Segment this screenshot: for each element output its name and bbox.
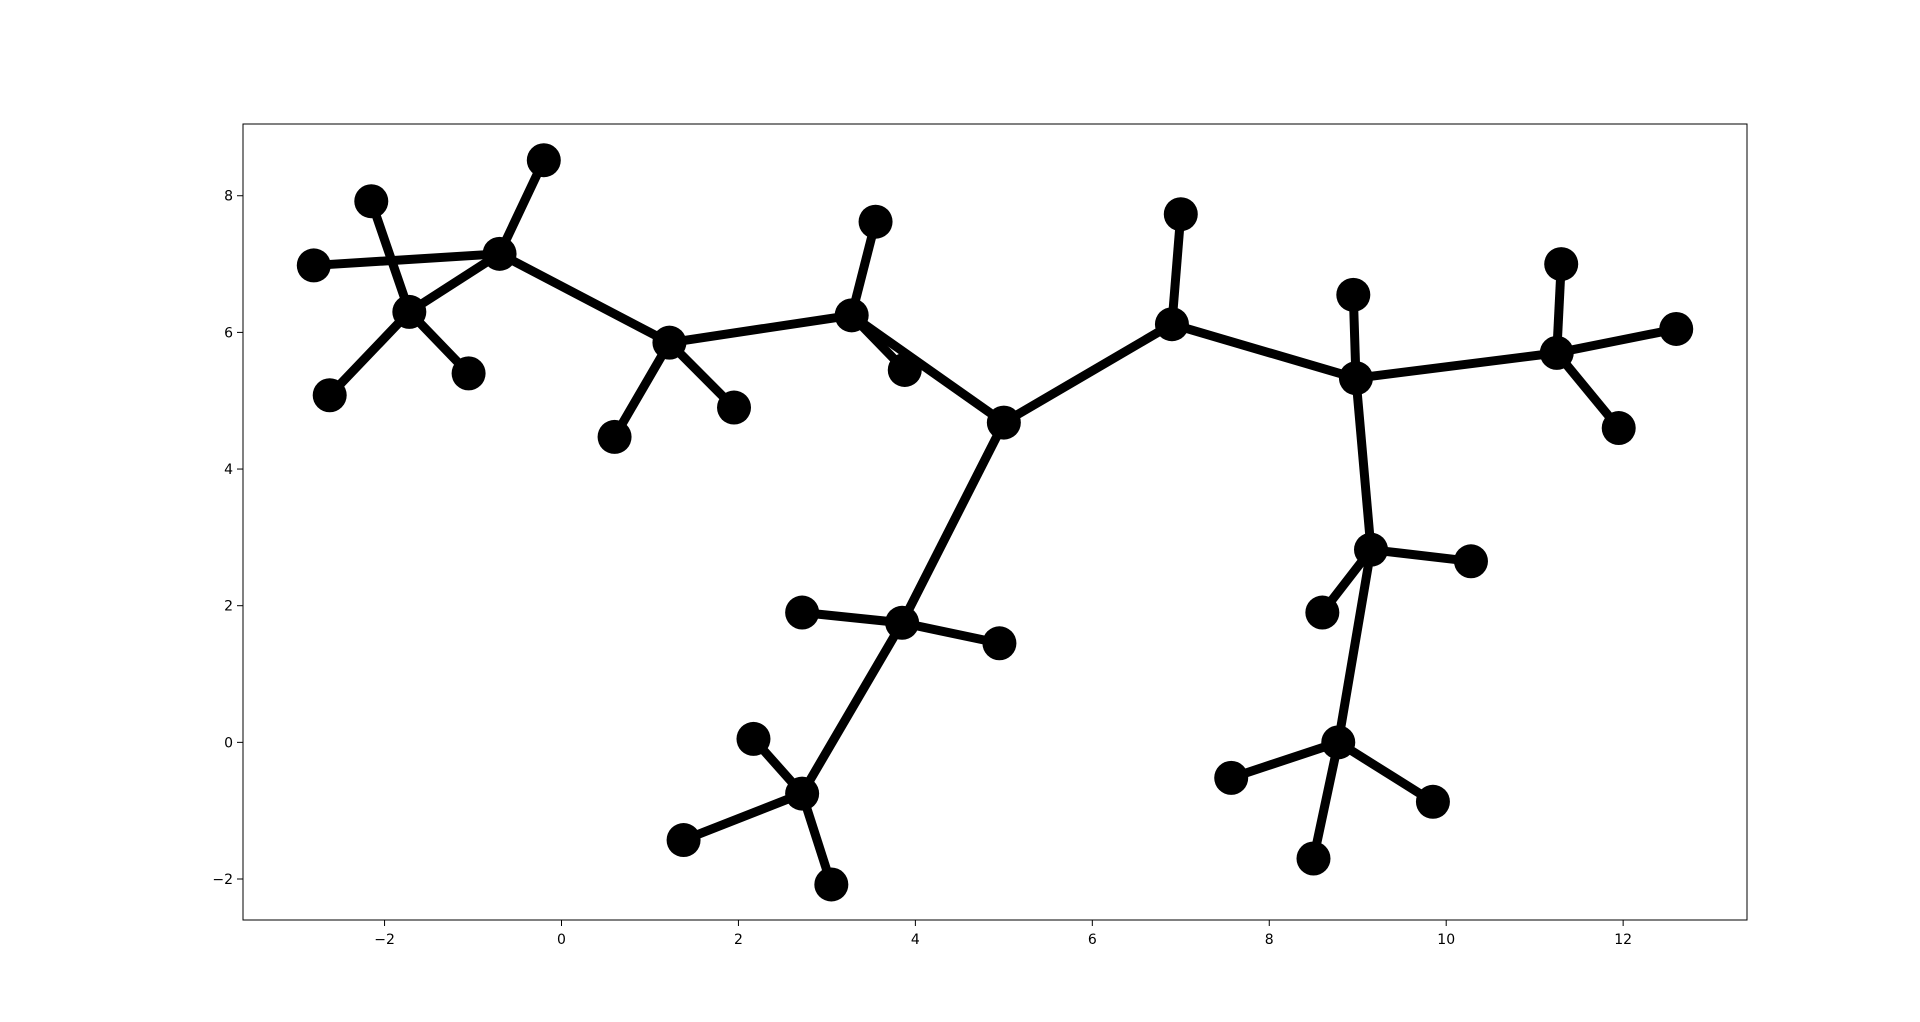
x-tick-label: −2	[374, 932, 395, 948]
graph-edge	[313, 249, 500, 270]
x-tick-label: 10	[1437, 932, 1455, 948]
y-tick-label: 6	[224, 325, 233, 341]
graph-node	[717, 390, 752, 425]
graph-edge	[497, 249, 672, 347]
graph-node	[1296, 841, 1331, 876]
graph-node	[296, 248, 331, 283]
graph-node	[785, 776, 820, 811]
graph-node	[986, 405, 1021, 440]
graph-node	[652, 325, 687, 360]
graph-node	[451, 356, 486, 391]
plot-frame	[242, 123, 1748, 921]
graph-node	[354, 184, 389, 219]
graph-edge	[1170, 319, 1358, 383]
graph-edge	[681, 789, 804, 845]
graph-node	[1544, 247, 1579, 282]
graph-node	[858, 204, 893, 239]
nodes-layer	[296, 143, 1694, 902]
graph-node	[1601, 411, 1636, 446]
graph-node	[1659, 311, 1694, 346]
graph-node	[1354, 532, 1388, 567]
y-tick-label: −2	[212, 872, 233, 888]
graph-edge	[1229, 738, 1340, 783]
graph-edge	[326, 308, 413, 399]
graph-edge	[1167, 213, 1186, 325]
y-tick-label: 4	[224, 462, 233, 478]
x-axis-ticks: −2 0 2 4 6 8 10 12	[374, 920, 1632, 948]
graph-node	[597, 419, 632, 454]
graph-edge	[1351, 377, 1376, 551]
graph-node	[666, 823, 701, 858]
graph-node	[785, 595, 820, 630]
graph-node	[1338, 361, 1373, 396]
graph-node	[834, 298, 869, 333]
graph-edge	[1333, 548, 1376, 744]
x-tick-label: 4	[911, 932, 920, 948]
graph-node	[482, 236, 517, 271]
graph-node	[736, 721, 771, 756]
y-tick-label: 2	[224, 599, 233, 615]
graph-edge	[1355, 348, 1558, 383]
graph-edge	[367, 199, 414, 314]
graph-node	[392, 294, 427, 329]
x-tick-label: 0	[557, 932, 566, 948]
graph-node	[1154, 307, 1189, 342]
graph-edge	[406, 250, 503, 316]
graph-edge	[1335, 738, 1436, 806]
graph-node	[814, 867, 849, 902]
graph-edge	[1309, 741, 1343, 860]
y-axis-ticks: −2 0 2 4 6 8	[212, 189, 243, 888]
graph-node	[1453, 544, 1488, 579]
graph-edge	[898, 420, 1008, 625]
graph-edge	[849, 311, 1007, 427]
graph-edge	[495, 158, 548, 256]
y-tick-label: 0	[224, 735, 233, 751]
graph-edge	[668, 310, 853, 348]
graph-node	[1305, 595, 1340, 630]
graph-node	[1321, 725, 1356, 760]
graph-node	[1214, 760, 1249, 795]
graph-node	[1163, 197, 1198, 232]
graph-node	[887, 352, 922, 387]
graph-node	[312, 378, 347, 413]
graph-node	[1415, 784, 1450, 819]
graph-edge	[1555, 324, 1678, 358]
graph-edge	[610, 340, 674, 440]
graph-edge	[1001, 320, 1175, 427]
graph-node	[982, 626, 1017, 661]
y-tick-label: 8	[224, 189, 233, 205]
graph-node	[526, 143, 561, 178]
graph-node	[885, 605, 920, 640]
graph-node	[1539, 335, 1574, 370]
x-tick-label: 6	[1088, 932, 1097, 948]
x-tick-label: 8	[1265, 932, 1274, 948]
x-tick-label: 2	[734, 932, 743, 948]
x-tick-label: 12	[1614, 932, 1632, 948]
graph-node	[1336, 277, 1371, 312]
graph-edge	[798, 620, 906, 796]
